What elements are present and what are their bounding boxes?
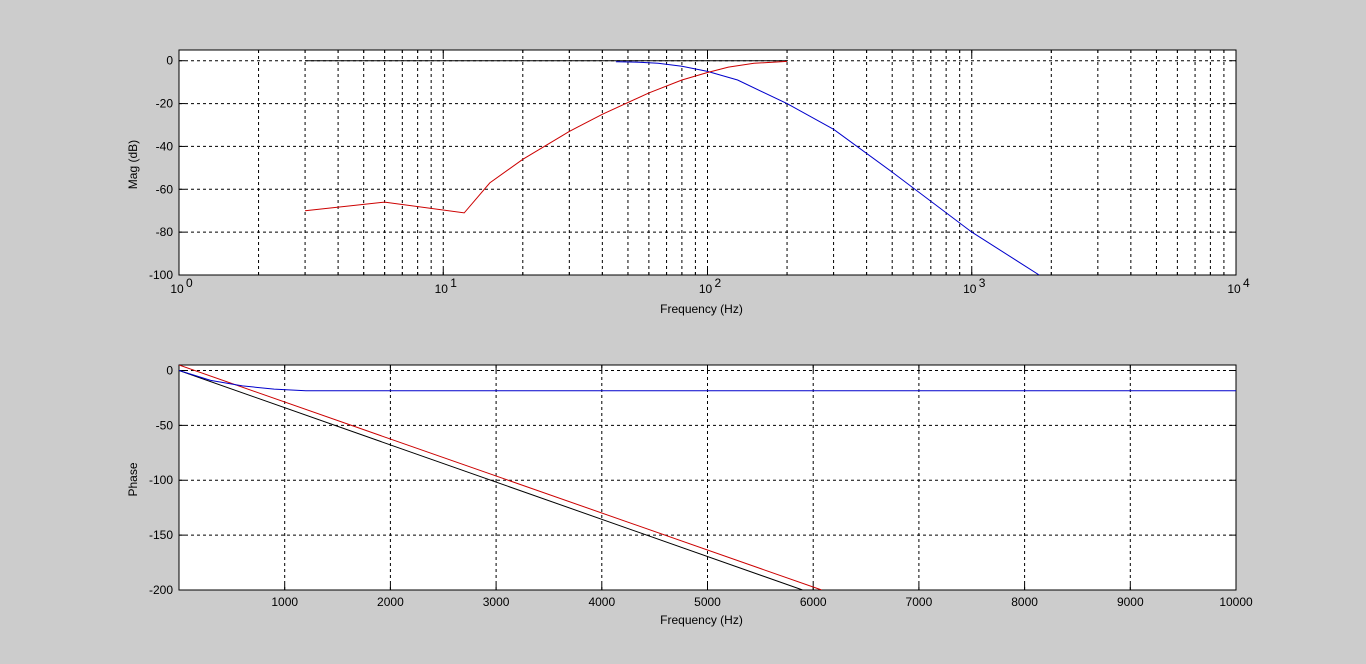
x-tick-label: 10 xyxy=(170,282,184,296)
series-line-1 xyxy=(179,365,822,590)
phase-plot: 0 -50 -100 -150 -200 1000 2000 3000 4000 5000 6000… xyxy=(126,363,1253,627)
x-tick-label: 4000 xyxy=(588,595,615,609)
x-tick-label: 7000 xyxy=(906,595,933,609)
x-tick-exponent: 3 xyxy=(979,276,986,290)
series-line-2 xyxy=(179,370,1236,392)
x-tick-label: 10 xyxy=(963,282,977,296)
x-tick-label: 8000 xyxy=(1011,595,1038,609)
x-tick-label: 5000 xyxy=(694,595,721,609)
x-tick-label: 10 xyxy=(1227,282,1241,296)
x-tick-label: 10 xyxy=(699,282,713,296)
x-tick-label: 9000 xyxy=(1117,595,1144,609)
y-tick-label: -20 xyxy=(156,97,174,111)
series-line-0 xyxy=(179,370,803,590)
y-tick-label: -200 xyxy=(149,583,173,597)
x-tick-label: 2000 xyxy=(377,595,404,609)
plot-area xyxy=(178,49,1237,276)
x-axis-label: Frequency (Hz) xyxy=(660,302,743,316)
x-tick-label: 10 xyxy=(435,282,449,296)
y-tick-label: 0 xyxy=(166,54,173,68)
y-axis-label: Mag (dB) xyxy=(126,140,140,189)
y-axis-label: Phase xyxy=(126,462,140,496)
y-tick-label: -50 xyxy=(156,418,174,432)
y-tick-label: -100 xyxy=(149,268,173,282)
x-tick-exponent: 4 xyxy=(1243,276,1250,290)
x-tick-label: 6000 xyxy=(800,595,827,609)
series-line-1 xyxy=(615,61,1040,275)
y-tick-label: -80 xyxy=(156,225,174,239)
x-tick-label: 3000 xyxy=(483,595,510,609)
y-tick-label: -100 xyxy=(149,473,173,487)
x-tick-label: 1000 xyxy=(271,595,298,609)
y-tick-label: 0 xyxy=(166,363,173,377)
x-axis-label: Frequency (Hz) xyxy=(660,613,743,627)
y-tick-label: -60 xyxy=(156,182,174,196)
x-tick-exponent: 2 xyxy=(715,276,722,290)
x-tick-exponent: 0 xyxy=(186,276,193,290)
y-tick-label: -40 xyxy=(156,139,174,153)
series-line-2 xyxy=(305,60,788,214)
x-tick-exponent: 1 xyxy=(450,276,457,290)
x-tick-label: 10000 xyxy=(1219,595,1253,609)
y-tick-label: -150 xyxy=(149,528,173,542)
